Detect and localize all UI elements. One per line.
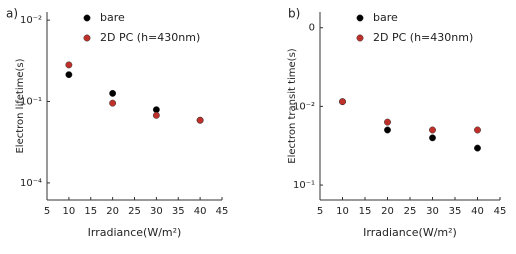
legend-marker [83,34,91,42]
y-axis-title: Electron lifetime(s) [15,58,26,153]
data-point [152,111,160,119]
x-tick-label: 25 [128,206,141,217]
x-tick-label: 15 [84,206,97,217]
data-point [474,126,481,134]
x-tick-label: 40 [194,206,207,217]
data-point [65,61,73,69]
x-tick-label: 10 [63,206,76,217]
data-point [384,126,391,134]
data-point [65,71,73,79]
data-point [429,134,436,142]
x-tick-label: 30 [150,206,163,217]
x-tick-label: 15 [359,206,372,217]
x-axis-title: Irradiance(W/m²) [88,226,182,239]
x-tick-label: 20 [106,206,119,217]
x-axis-title: Irradiance(W/m²) [363,226,457,239]
panel-label: b) [288,7,300,21]
data-point [474,144,481,152]
data-point [429,126,436,134]
x-tick-label: 45 [216,206,229,217]
panel-label: a) [6,7,18,21]
legend-label: bare [100,11,125,24]
data-point [109,99,117,107]
x-tick-label: 35 [449,206,462,217]
legend-marker [356,34,364,42]
legend-label: 2D PC (h=430nm) [373,31,473,44]
x-tick-label: 10 [336,206,349,217]
y-tick-label: 10⁻¹ [293,180,315,191]
x-tick-label: 45 [494,206,507,217]
data-point [196,116,204,124]
x-tick-label: 20 [381,206,394,217]
legend-marker [83,14,91,22]
y-tick-label: 0 [309,23,315,34]
y-tick-label: 10⁻² [20,15,42,26]
data-point [384,118,391,126]
y-axis-title: Electron transit time(s) [287,48,298,163]
x-tick-label: 5 [317,206,323,217]
data-point [152,106,160,114]
x-tick-label: 35 [172,206,185,217]
x-tick-label: 25 [404,206,417,217]
data-point [339,98,346,106]
x-tick-label: 30 [426,206,439,217]
y-tick-label: 10⁻⁴ [20,178,42,189]
x-tick-label: 40 [471,206,484,217]
legend-label: bare [373,11,398,24]
y-tick-label: 10⁻¹ [20,97,42,108]
y-tick-label: 10⁻² [293,101,315,112]
legend-label: 2D PC (h=430nm) [100,31,200,44]
data-point [109,89,117,97]
x-tick-label: 5 [44,206,50,217]
legend-marker [356,14,364,22]
